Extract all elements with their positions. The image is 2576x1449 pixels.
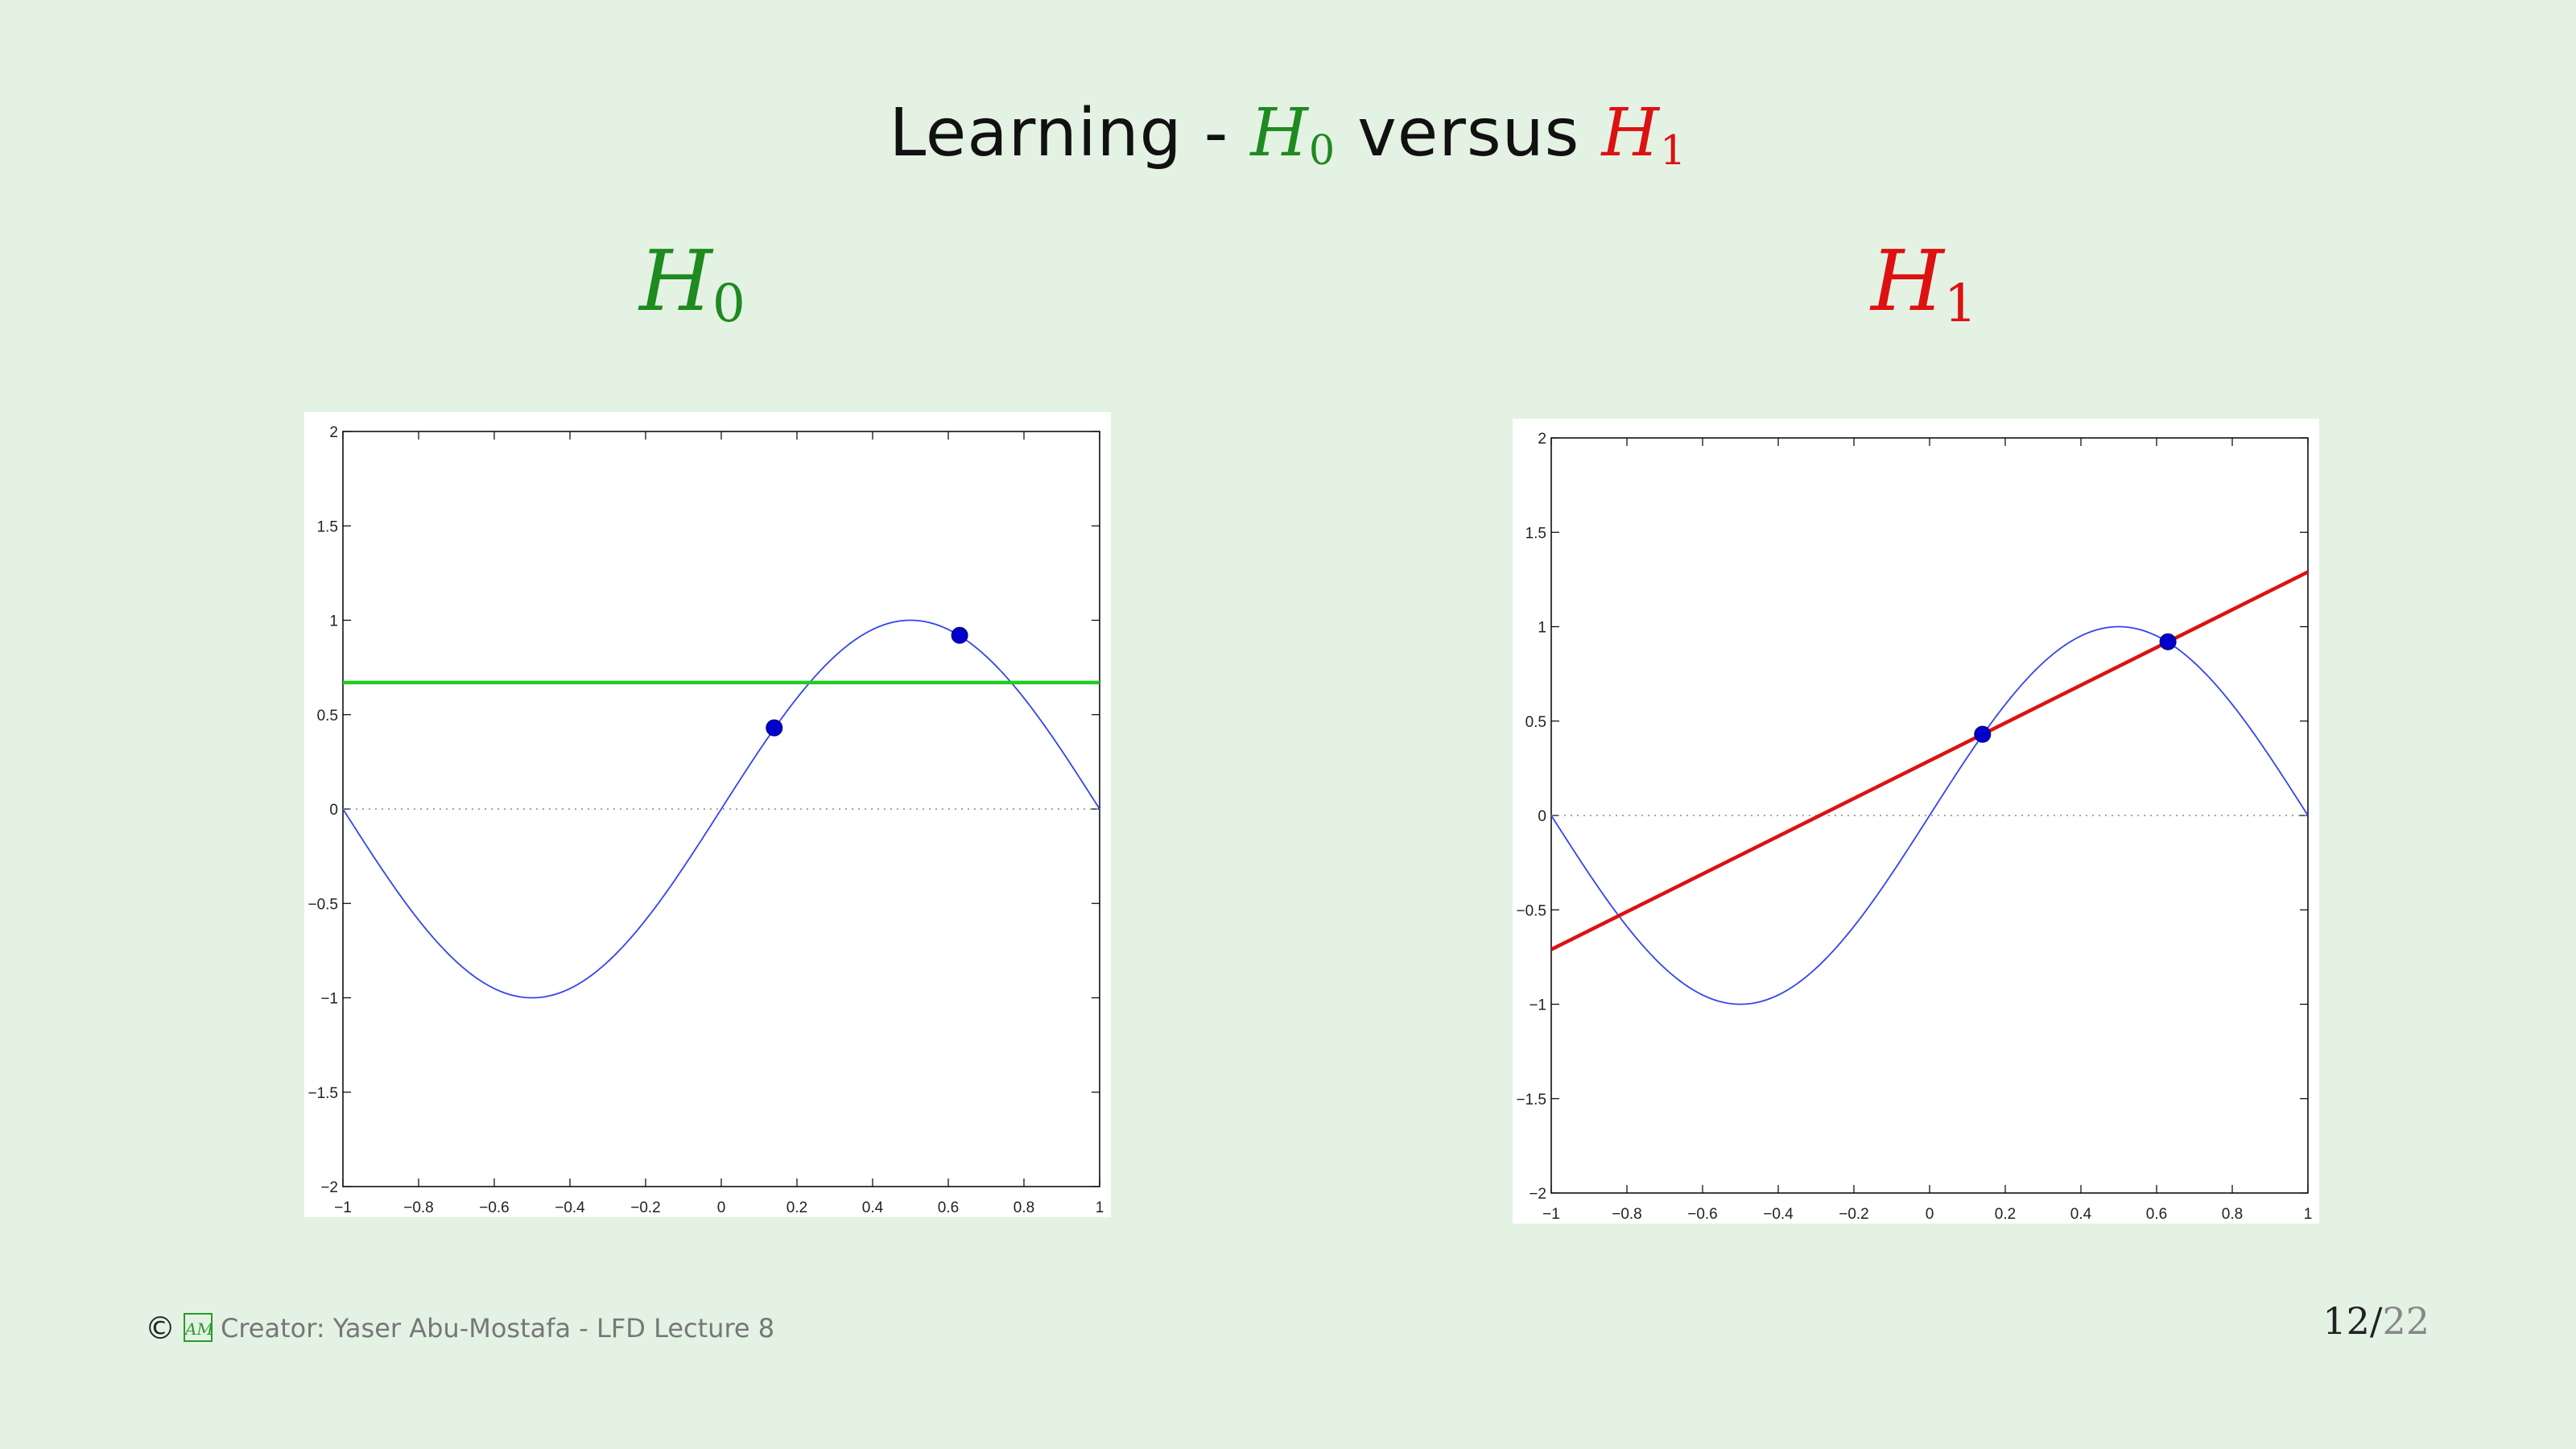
h0-chart-y-tick-label: −1 — [320, 991, 338, 1008]
h1-chart-x-tick-label: −1 — [1542, 1206, 1560, 1223]
h0-chart-x-tick-label: 1 — [1096, 1199, 1104, 1216]
h1-chart-y-tick-label: 0.5 — [1525, 714, 1546, 731]
right-panel-heading: H1 — [1763, 232, 2085, 334]
h0-chart-y-tick-label: 2 — [329, 424, 338, 441]
h1-chart-data-point — [1974, 725, 1992, 743]
h1-chart-x-tick-label: −0.4 — [1763, 1206, 1794, 1223]
h0-chart-y-tick-label: 1.5 — [317, 518, 338, 535]
h0-chart-x-tick-label: 0.6 — [938, 1199, 959, 1216]
page-separator: / — [2369, 1299, 2383, 1343]
h1-chart-hypothesis-line — [1551, 570, 2308, 952]
h0-chart-x-tick-label: −0.6 — [479, 1199, 510, 1216]
h0-chart-x-tick-label: 0.4 — [862, 1199, 884, 1216]
right-heading-subscript: 1 — [1943, 274, 1977, 335]
title-h0-subscript: 0 — [1308, 126, 1336, 175]
h0-chart-y-tick-label: 1 — [329, 613, 338, 630]
h0-chart-x-tick-label: 0.8 — [1013, 1199, 1034, 1216]
h1-chart-y-tick-label: 0 — [1538, 808, 1546, 825]
title-h1-subscript: 1 — [1659, 126, 1687, 175]
left-heading-letter: H — [639, 232, 712, 330]
h0-chart-x-tick-label: −1 — [334, 1199, 352, 1216]
slide-title: Learning - H0 versus H1 — [0, 95, 2576, 174]
left-heading-subscript: 0 — [712, 274, 745, 335]
h1-chart-y-tick-label: −2 — [1529, 1186, 1546, 1203]
h0-chart-x-tick-label: −0.8 — [403, 1199, 434, 1216]
h0-chart-y-tick-label: −0.5 — [308, 896, 338, 913]
h0-chart-y-tick-label: 0 — [329, 802, 338, 819]
creator-text: Creator: Yaser Abu-Mostafa - LFD Lecture… — [221, 1313, 775, 1344]
h0-chart-data-point — [766, 719, 783, 737]
page-total: 22 — [2382, 1299, 2429, 1343]
h1-chart-x-tick-label: 0 — [1926, 1206, 1934, 1223]
h1-chart-y-tick-label: 1.5 — [1525, 525, 1546, 542]
h1-chart-y-tick-label: −1.5 — [1516, 1092, 1546, 1108]
footer: © AML Creator: Yaser Abu-Mostafa - LFD Lec… — [145, 1311, 774, 1346]
left-panel-heading: H0 — [531, 232, 853, 334]
h1-chart-x-tick-label: −0.8 — [1612, 1206, 1642, 1223]
h0-chart-target-curve — [342, 619, 1100, 999]
h0-chart-x-tick-label: −0.2 — [630, 1199, 661, 1216]
h1-chart-y-tick-label: 2 — [1538, 431, 1546, 448]
aml-logo-icon: AML — [184, 1313, 213, 1342]
title-h1-symbol: H1 — [1601, 95, 1687, 175]
title-h0-symbol: H0 — [1250, 95, 1336, 175]
h1-chart-x-tick-label: 0.6 — [2146, 1206, 2167, 1223]
h0-chart-y-tick-label: 0.5 — [317, 708, 338, 724]
h1-chart-x-tick-label: 0.2 — [1995, 1206, 2016, 1223]
h0-chart-x-tick-label: 0.2 — [786, 1199, 807, 1216]
h0-chart-x-tick-label: 0 — [717, 1199, 726, 1216]
h1-chart-x-tick-label: −0.6 — [1687, 1206, 1718, 1223]
h0-chart-y-tick-label: −2 — [320, 1179, 338, 1196]
h0-chart: −1 −0.8 −0.6 −0.4 −0.2 0 0.2 0.4 0.6 0.8 1 −2 −1.5 −1… — [304, 412, 1111, 1217]
h1-chart-target-curve — [1550, 625, 2309, 1005]
h1-chart-x-tick-label: 1 — [2304, 1206, 2313, 1223]
title-middle: versus — [1335, 95, 1602, 171]
copyright-icon: © — [145, 1311, 175, 1346]
h1-chart-x-tick-label: −0.2 — [1839, 1206, 1869, 1223]
title-prefix: Learning - — [889, 95, 1251, 171]
h0-chart-data-point — [951, 626, 968, 644]
title-h0-letter: H — [1250, 95, 1309, 171]
h1-chart-y-tick-label: −1 — [1529, 997, 1546, 1014]
h1-chart-data-point — [2159, 633, 2177, 650]
right-heading-letter: H — [1871, 232, 1944, 330]
h1-chart-y-tick-label: −0.5 — [1516, 902, 1546, 919]
h1-chart-x-tick-label: 0.4 — [2070, 1206, 2092, 1223]
h0-chart-x-tick-label: −0.4 — [555, 1199, 585, 1216]
page-number: 12/22 — [2322, 1299, 2429, 1343]
h0-chart-y-tick-label: −1.5 — [308, 1085, 338, 1102]
h1-chart-y-tick-label: 1 — [1538, 620, 1546, 637]
title-h1-letter: H — [1601, 95, 1660, 171]
page-current: 12 — [2322, 1299, 2370, 1343]
h1-chart-x-tick-label: 0.8 — [2222, 1206, 2243, 1223]
h1-chart: −1 −0.8 −0.6 −0.4 −0.2 0 0.2 0.4 0.6 0.8 1 −2 −1.5 −1… — [1513, 419, 2319, 1224]
